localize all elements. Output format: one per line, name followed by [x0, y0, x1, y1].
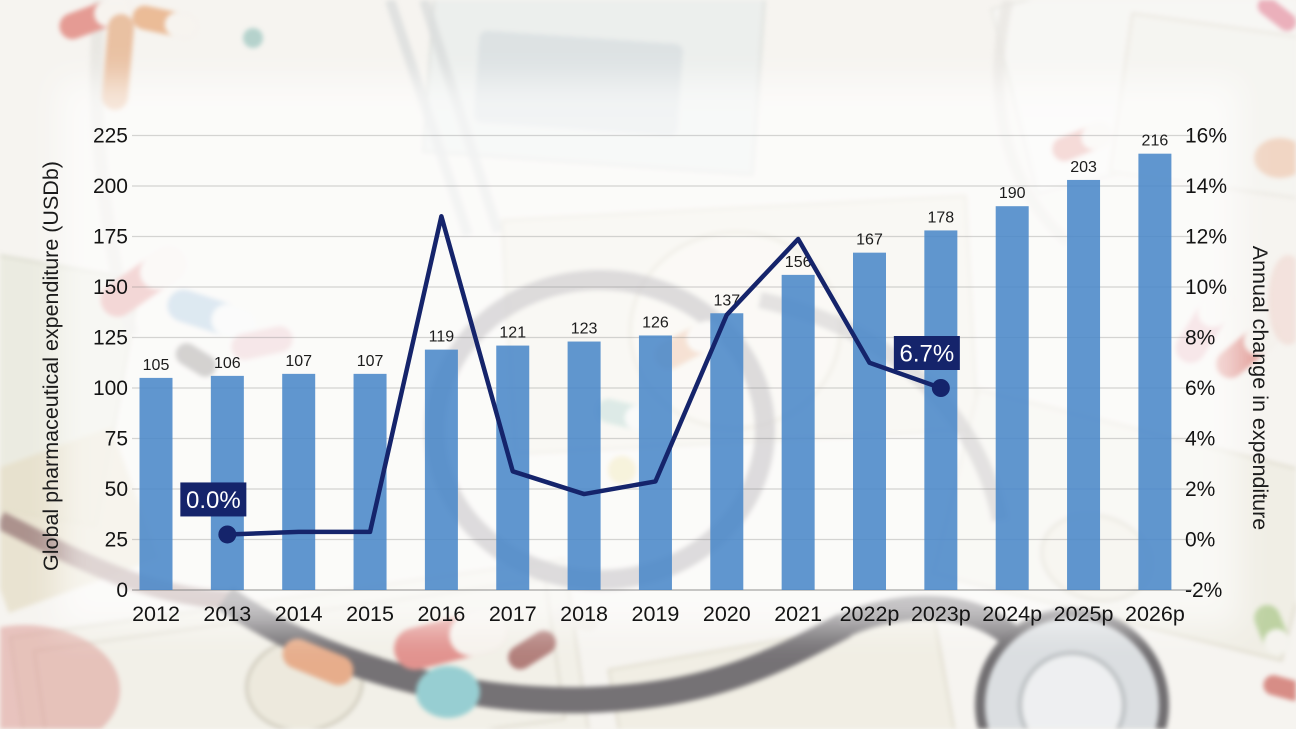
- bar-2026p: [1138, 153, 1172, 590]
- x-tick-label: 2016: [417, 602, 465, 626]
- left-tick-label: 125: [93, 327, 128, 350]
- x-tick-label: 2012: [132, 602, 180, 626]
- x-tick-label: 2021: [774, 602, 822, 626]
- bar-2018: [567, 341, 601, 590]
- bar-2012: [139, 377, 173, 590]
- bar-value-label: 203: [1070, 159, 1097, 176]
- x-tick-label: 2018: [560, 602, 608, 626]
- x-tick-label: 2013: [203, 602, 251, 626]
- right-tick-label: 0%: [1185, 529, 1215, 552]
- x-tick-label: 2017: [489, 602, 537, 626]
- bar-2020: [710, 313, 744, 590]
- left-tick-label: 175: [93, 226, 128, 249]
- x-tick-label: 2015: [346, 602, 394, 626]
- left-tick-label: 100: [93, 377, 128, 400]
- x-tick-label: 2026p: [1125, 602, 1185, 626]
- bar-2023p: [924, 230, 958, 590]
- line-label-text: 0.0%: [186, 487, 241, 514]
- left-tick-label: 225: [93, 125, 128, 148]
- line-endpoint-marker: [931, 379, 950, 397]
- x-tick-label: 2025p: [1054, 602, 1114, 626]
- x-tick-label: 2022p: [840, 602, 900, 626]
- bar-2024p: [995, 206, 1029, 590]
- bar-2022p: [853, 252, 886, 590]
- right-tick-label: 14%: [1185, 175, 1227, 198]
- left-tick-label: 150: [93, 276, 128, 299]
- right-tick-label: 6%: [1185, 377, 1215, 400]
- left-tick-label: 25: [105, 529, 128, 552]
- right-tick-label: 2%: [1185, 478, 1215, 501]
- right-axis-title: Annual change in expenditure: [1248, 246, 1272, 531]
- bar-2021: [781, 274, 815, 590]
- left-tick-label: 50: [105, 478, 128, 501]
- bar-2016: [424, 349, 458, 590]
- line-label-box: [180, 482, 247, 517]
- bar-2025p: [1067, 179, 1101, 590]
- x-tick-label: 2024p: [982, 602, 1042, 626]
- left-axis-title: Global pharmaceutical expenditure (USDb): [39, 161, 63, 571]
- x-tick-label: 2020: [703, 602, 751, 626]
- bar-value-label: 190: [999, 185, 1026, 202]
- left-tick-label: 0: [116, 579, 128, 602]
- bar-value-label: 126: [642, 314, 669, 331]
- bar-value-label: 107: [357, 353, 384, 370]
- bar-value-label: 123: [571, 321, 598, 338]
- left-tick-label: 200: [93, 175, 128, 198]
- line-label-text: 6.7%: [899, 341, 954, 368]
- x-tick-label: 2014: [275, 602, 323, 626]
- x-tick-label: 2019: [632, 602, 680, 626]
- right-tick-label: -2%: [1185, 579, 1222, 602]
- bar-2019: [638, 335, 672, 590]
- bar-value-label: 105: [143, 357, 170, 374]
- bar-value-label: 121: [499, 325, 526, 342]
- bar-value-label: 167: [856, 232, 883, 249]
- bar-value-label: 178: [927, 209, 954, 226]
- annual-change-line: [225, 214, 944, 537]
- right-tick-label: 12%: [1185, 226, 1227, 249]
- bar-value-label: 119: [429, 329, 455, 346]
- right-tick-label: 4%: [1185, 428, 1215, 451]
- right-tick-label: 8%: [1185, 327, 1215, 350]
- left-tick-label: 75: [105, 428, 128, 451]
- right-tick-label: 10%: [1185, 276, 1227, 299]
- line-label-box: [893, 336, 960, 370]
- bar-value-label: 156: [785, 254, 812, 271]
- bar-value-label: 106: [214, 355, 241, 372]
- bar-2014: [282, 373, 316, 590]
- right-tick-label: 16%: [1185, 125, 1227, 148]
- x-tick-label: 2023p: [911, 602, 971, 626]
- bar-value-label: 107: [285, 353, 312, 370]
- line-endpoint-marker: [218, 525, 237, 544]
- plot-area: 105 2012 106 2013 107 2014 107 2015 119 2016 121 20…: [93, 125, 1227, 627]
- bar-value-label: 216: [1142, 133, 1169, 150]
